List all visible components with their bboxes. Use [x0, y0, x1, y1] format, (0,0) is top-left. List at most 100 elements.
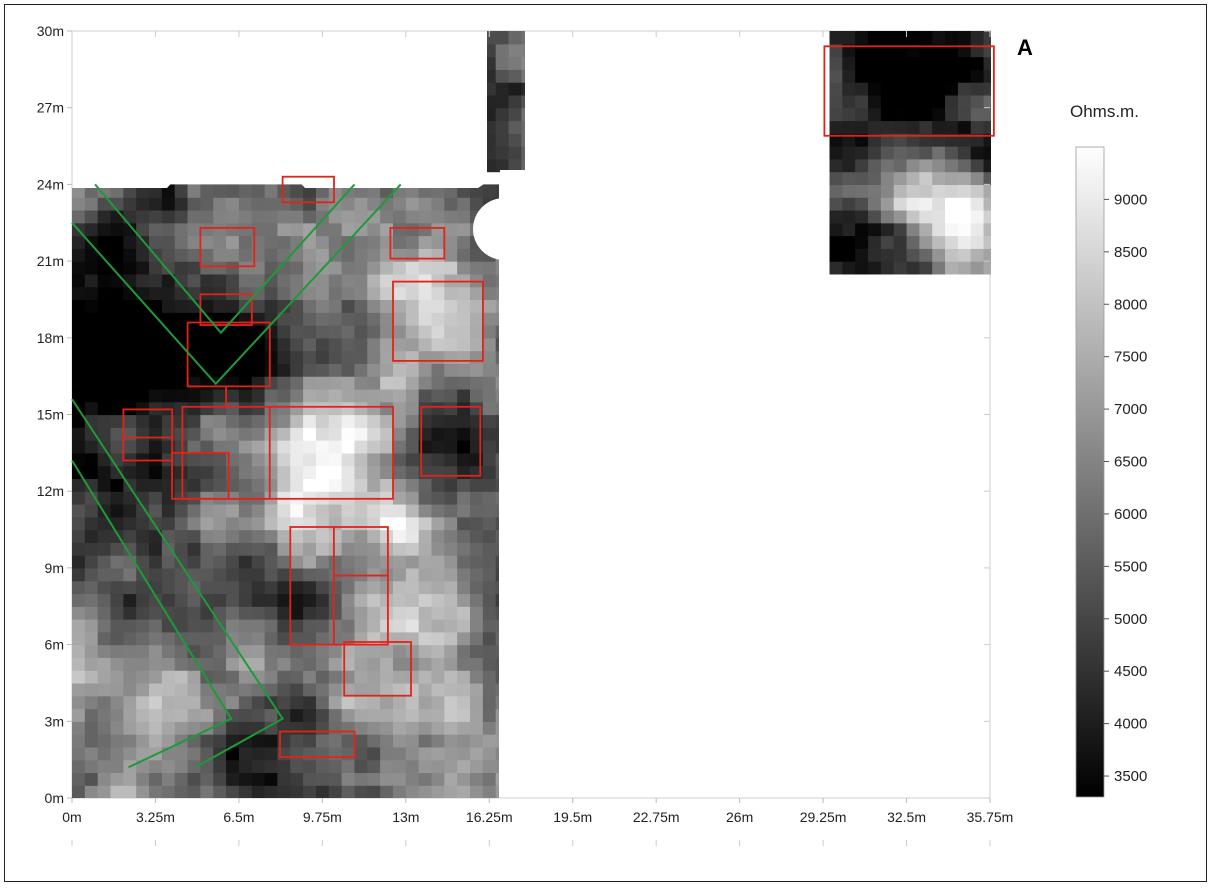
y-tick-label: 18m [37, 330, 64, 346]
heatmap-cell [341, 209, 356, 224]
heatmap-cell [418, 580, 433, 595]
heatmap-cell [84, 695, 99, 710]
heatmap-cell [136, 657, 150, 671]
heatmap-cell [354, 606, 368, 620]
heatmap-cell [200, 708, 214, 722]
heatmap-cell [161, 734, 176, 748]
heatmap-cell [829, 248, 843, 262]
heatmap-cell [123, 248, 137, 262]
heatmap-cell [123, 657, 137, 671]
heatmap-cell [380, 325, 394, 339]
heatmap-cell [123, 452, 137, 467]
heatmap-cell [123, 440, 137, 454]
heatmap-cell [213, 759, 227, 774]
heatmap-cell [200, 631, 214, 646]
heatmap-cell [264, 414, 279, 428]
heatmap-cell [136, 388, 150, 403]
heatmap-cell [919, 94, 933, 109]
heatmap-cell [84, 491, 99, 505]
heatmap-cell [380, 401, 394, 416]
heatmap-cell [431, 593, 445, 607]
heatmap-cell [328, 440, 343, 454]
heatmap-cell [829, 120, 843, 134]
heatmap-cell [72, 286, 86, 301]
heatmap-cell [315, 670, 330, 684]
heatmap-cell [470, 721, 484, 735]
heatmap-cell [470, 593, 484, 607]
heatmap-cell [213, 209, 227, 224]
heatmap-cell [495, 619, 499, 633]
heatmap-cell [84, 772, 99, 786]
heatmap-cell [251, 286, 266, 301]
heatmap-cell [354, 593, 368, 607]
y-tick-label: 3m [45, 713, 64, 729]
heatmap-cell [315, 273, 330, 288]
heatmap-cell [110, 312, 124, 326]
heatmap-cell [906, 197, 920, 211]
heatmap-cell [110, 376, 124, 390]
heatmap-cell [482, 363, 497, 377]
heatmap-cell [868, 31, 882, 45]
heatmap-cell [123, 785, 137, 798]
heatmap-cell [226, 235, 240, 249]
heatmap-cell [290, 299, 304, 313]
heatmap-cell [136, 644, 150, 658]
heatmap-cell [470, 491, 484, 505]
heatmap-cell [84, 734, 99, 748]
heatmap-cell [328, 414, 343, 428]
heatmap-cell [380, 197, 394, 211]
heatmap-cell [174, 363, 189, 377]
heatmap-cell [161, 350, 176, 364]
heatmap-cell [482, 580, 497, 595]
heatmap-cell [123, 580, 137, 595]
heatmap-cell [200, 746, 214, 761]
heatmap-cell [174, 759, 189, 774]
heatmap-cell [508, 31, 522, 45]
heatmap-cell [149, 734, 163, 748]
heatmap-cell [136, 414, 150, 428]
heatmap-cell [123, 491, 137, 505]
heatmap-cell [213, 529, 227, 543]
heatmap-cell [264, 516, 279, 531]
heatmap-cell [487, 82, 497, 96]
heatmap-cell [495, 529, 499, 543]
heatmap-cell [392, 746, 407, 761]
heatmap-cell [72, 644, 86, 658]
heatmap-cell [470, 452, 484, 467]
heatmap-cell [226, 273, 240, 288]
heatmap-cell [264, 209, 279, 224]
heatmap-cell [303, 785, 317, 798]
heatmap-cell [418, 542, 433, 556]
heatmap-cell [855, 94, 869, 109]
heatmap-cell [123, 542, 137, 556]
heatmap-cell [174, 644, 189, 658]
heatmap-cell [187, 414, 201, 428]
heatmap-cell [444, 746, 458, 761]
heatmap-cell [392, 286, 407, 301]
heatmap-cell [277, 619, 291, 633]
heatmap-cell [508, 120, 522, 134]
heatmap-cell [482, 478, 497, 492]
heatmap-cell [277, 222, 291, 237]
heatmap-cell [495, 43, 510, 58]
heatmap-cell [495, 734, 499, 748]
heatmap-cell [405, 746, 420, 761]
heatmap-cell [495, 94, 510, 109]
heatmap-cell [72, 606, 86, 620]
heatmap-cell [842, 94, 856, 109]
heatmap-cell [367, 657, 381, 671]
colorbar-tick-label: 6500 [1114, 454, 1147, 471]
heatmap-cell [418, 516, 433, 531]
heatmap-cell [855, 235, 869, 249]
heatmap-cell [200, 734, 214, 748]
green-linear-feature [71, 398, 285, 769]
heatmap-cell [380, 619, 394, 633]
heatmap-cell [264, 580, 279, 595]
heatmap-cell [470, 376, 484, 390]
heatmap-cell [226, 695, 240, 710]
heatmap-cell [161, 631, 176, 646]
heatmap-cell [829, 69, 843, 83]
heatmap-cell [303, 325, 317, 339]
heatmap-cell [72, 376, 86, 390]
